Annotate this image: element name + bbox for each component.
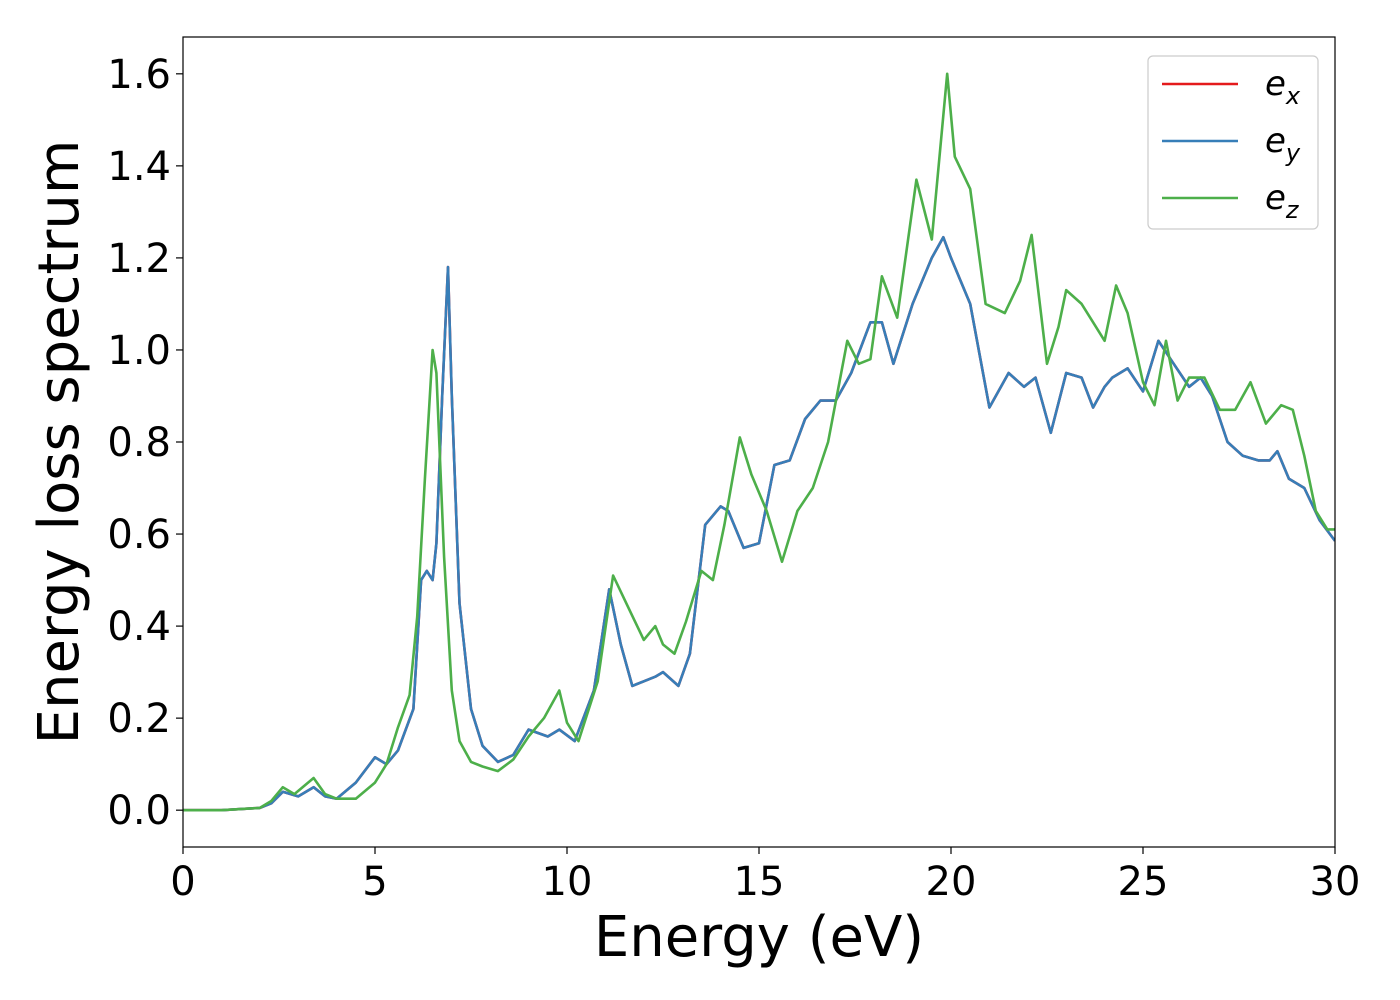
legend: ex ey ez <box>1147 55 1319 230</box>
x-tick-label: 15 <box>734 859 785 905</box>
legend-box <box>1147 55 1319 230</box>
y-tick-label: 1.2 <box>107 236 171 282</box>
legend-label-ex: ex <box>1265 64 1301 110</box>
y-tick-label: 1.4 <box>107 144 171 190</box>
x-tick-label: 10 <box>542 859 593 905</box>
legend-label-ey: ey <box>1265 121 1301 167</box>
y-axis-ticks: 0.0 0.2 0.4 0.6 0.8 1.0 1.2 1.4 1.6 <box>107 52 183 834</box>
y-tick-label: 0.2 <box>107 696 171 742</box>
x-tick-label: 0 <box>170 859 195 905</box>
series-line-ey <box>183 235 1335 812</box>
x-tick-label: 5 <box>362 859 387 905</box>
x-tick-label: 30 <box>1310 859 1361 905</box>
y-tick-label: 0.4 <box>107 604 171 650</box>
series-layer <box>183 72 1335 812</box>
y-tick-label: 1.6 <box>107 52 171 98</box>
x-axis-ticks: 0 5 10 15 20 25 30 <box>170 847 1360 905</box>
x-axis-title: Energy (eV) <box>594 905 924 970</box>
y-tick-label: 0.6 <box>107 512 171 558</box>
series-line-ez <box>183 72 1335 812</box>
legend-label-ez: ez <box>1265 178 1300 224</box>
y-tick-label: 1.0 <box>107 328 171 374</box>
x-tick-label: 25 <box>1118 859 1169 905</box>
y-tick-label: 0.0 <box>107 788 171 834</box>
x-tick-label: 20 <box>926 859 977 905</box>
y-tick-label: 0.8 <box>107 420 171 466</box>
y-axis-title: Energy loss spectrum <box>27 140 92 745</box>
series-line-ex <box>183 235 1335 812</box>
